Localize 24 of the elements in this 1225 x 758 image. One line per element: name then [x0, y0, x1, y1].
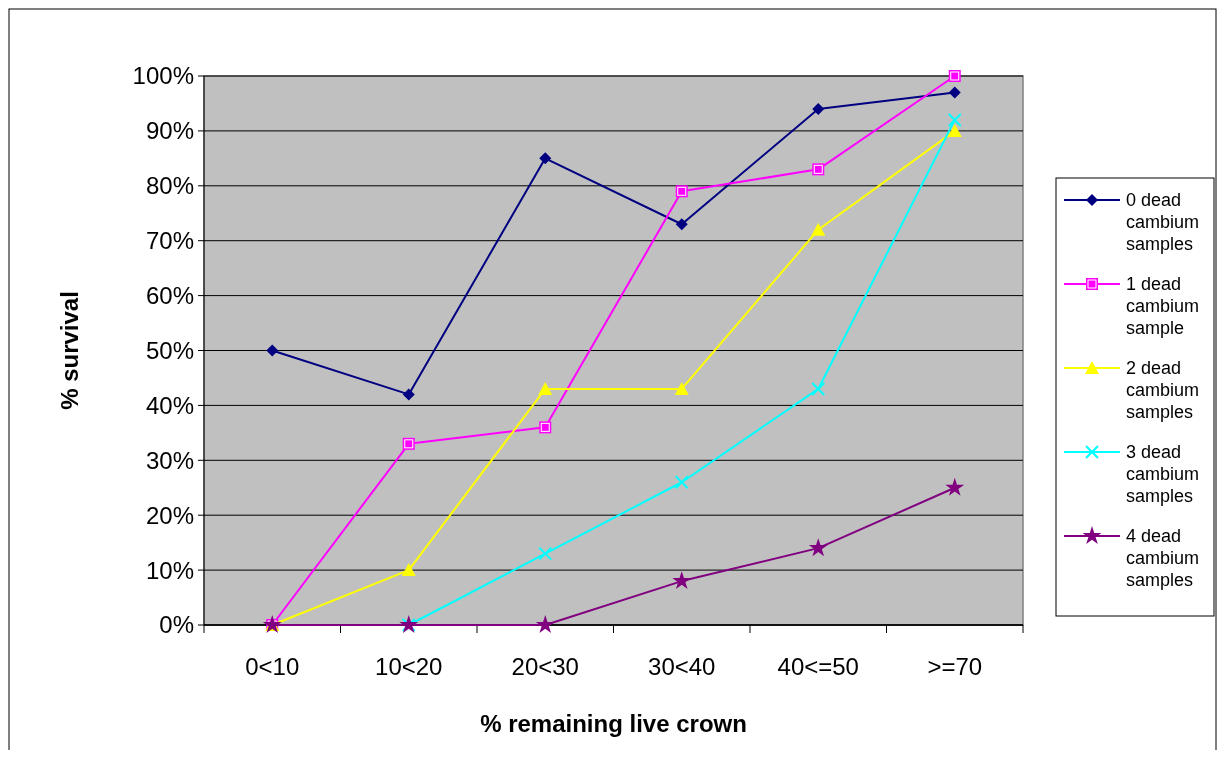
- legend-label: 4 dead cambium samples: [1126, 526, 1200, 590]
- y-tick-label: 80%: [145, 172, 194, 200]
- y-tick-label: 0%: [159, 611, 194, 639]
- legend-label: 3 dead cambium samples: [1126, 442, 1200, 506]
- y-tick-label: 60%: [145, 282, 194, 309]
- legend-label: 0 dead cambium samples: [1126, 190, 1200, 254]
- y-axis-title: % survival: [56, 291, 83, 410]
- y-tick-label: 20%: [145, 501, 194, 529]
- x-tick-label: 20<30: [511, 653, 579, 680]
- y-tick-label: 90%: [145, 117, 194, 145]
- x-tick-label: 10<20: [375, 653, 443, 680]
- y-tick-label: 10%: [145, 556, 194, 584]
- x-axis-title: % remaining live crown: [480, 710, 747, 737]
- x-tick-label: >=70: [927, 653, 983, 680]
- x-tick-label: 0<10: [245, 653, 300, 680]
- y-tick-label: 50%: [145, 336, 194, 364]
- x-tick-label: 40<=50: [777, 653, 859, 680]
- legend-label: 1 dead cambium sample: [1126, 274, 1200, 338]
- x-tick-label: 30<40: [648, 653, 716, 680]
- y-tick-label: 30%: [145, 446, 194, 474]
- y-tick-label: 100%: [132, 62, 194, 90]
- legend-label: 2 dead cambium samples: [1126, 358, 1200, 422]
- y-tick-label: 40%: [145, 391, 194, 419]
- y-tick-label: 70%: [145, 227, 194, 255]
